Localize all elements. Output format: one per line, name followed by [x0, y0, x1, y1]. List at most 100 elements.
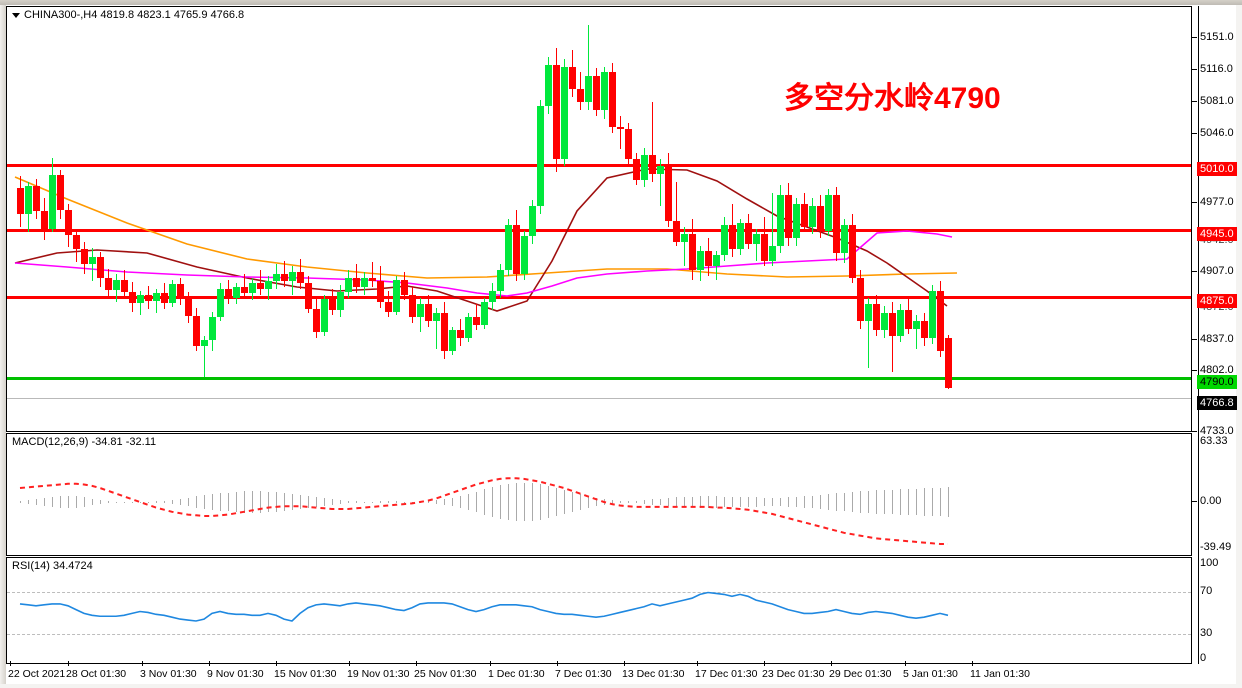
candle-body[interactable] [705, 251, 712, 267]
candle-body[interactable] [201, 339, 208, 346]
candle-body[interactable] [369, 277, 376, 282]
candle-body[interactable] [345, 277, 352, 292]
candle-body[interactable] [569, 66, 576, 90]
price-level-line-4945.0[interactable] [7, 229, 1191, 232]
candle-body[interactable] [529, 206, 536, 237]
candle-body[interactable] [937, 290, 944, 352]
candle-body[interactable] [417, 304, 424, 318]
price-level-line-5010.0[interactable] [7, 164, 1191, 167]
candle-body[interactable] [81, 249, 88, 265]
candle-body[interactable] [377, 281, 384, 303]
candle-body[interactable] [225, 288, 232, 299]
candle-body[interactable] [321, 299, 328, 333]
candle-body[interactable] [649, 155, 656, 174]
candle-body[interactable] [617, 126, 624, 129]
candle-body[interactable] [537, 106, 544, 207]
candle-body[interactable] [441, 313, 448, 352]
candle-body[interactable] [273, 273, 280, 282]
candle-body[interactable] [913, 321, 920, 329]
candle-body[interactable] [289, 272, 296, 282]
candle-body[interactable] [889, 313, 896, 337]
candle-body[interactable] [609, 72, 616, 127]
candle-body[interactable] [329, 299, 336, 310]
candle-body[interactable] [865, 304, 872, 321]
price-level-line-4766.8[interactable] [7, 398, 1191, 399]
candle-body[interactable] [409, 294, 416, 318]
candle-body[interactable] [385, 302, 392, 312]
candle-body[interactable] [145, 294, 152, 302]
candle-body[interactable] [841, 224, 848, 254]
candle-body[interactable] [25, 186, 32, 214]
candle-body[interactable] [553, 64, 560, 159]
candle-body[interactable] [465, 317, 472, 338]
candle-body[interactable] [353, 277, 360, 288]
candle-body[interactable] [585, 75, 592, 103]
candle-body[interactable] [393, 280, 400, 312]
price-axis-tag-4790.0[interactable]: 4790.0 [1197, 375, 1237, 389]
candle-body[interactable] [481, 302, 488, 325]
candle-body[interactable] [577, 89, 584, 103]
candle-body[interactable] [217, 288, 224, 318]
candle-body[interactable] [73, 235, 80, 250]
candle-body[interactable] [697, 251, 704, 271]
candle-body[interactable] [801, 204, 808, 227]
candle-body[interactable] [857, 277, 864, 321]
candle-body[interactable] [689, 234, 696, 271]
candle-body[interactable] [505, 224, 512, 271]
candle-body[interactable] [425, 304, 432, 321]
candle-body[interactable] [137, 294, 144, 304]
candle-body[interactable] [105, 277, 112, 290]
candle-body[interactable] [945, 337, 952, 388]
candle-body[interactable] [281, 273, 288, 282]
candle-body[interactable] [873, 304, 880, 331]
candle-body[interactable] [401, 280, 408, 295]
candle-body[interactable] [737, 223, 744, 250]
time-axis[interactable]: 22 Oct 2021 28 Oct 01:30 3 Nov 01:30 9 Nov … [6, 661, 1192, 686]
candle-body[interactable] [265, 281, 272, 289]
candle-body[interactable] [921, 321, 928, 338]
candle-body[interactable] [729, 224, 736, 250]
candle-body[interactable] [129, 291, 136, 304]
candle-body[interactable] [161, 292, 168, 304]
price-axis-tag-4875.0[interactable]: 4875.0 [1197, 294, 1237, 308]
candle-body[interactable] [177, 284, 184, 299]
candle-body[interactable] [313, 308, 320, 333]
candle-body[interactable] [241, 287, 248, 293]
candle-body[interactable] [17, 188, 24, 214]
candle-body[interactable] [361, 277, 368, 288]
candle-body[interactable] [601, 72, 608, 110]
candle-body[interactable] [745, 223, 752, 244]
candle-body[interactable] [833, 194, 840, 254]
candle-body[interactable] [905, 309, 912, 329]
candle-body[interactable] [97, 256, 104, 278]
candle-body[interactable] [753, 234, 760, 244]
candle-body[interactable] [49, 174, 56, 229]
candle-body[interactable] [881, 313, 888, 331]
candle-body[interactable] [593, 75, 600, 110]
candle-body[interactable] [817, 206, 824, 231]
price-plot-area[interactable] [7, 7, 1191, 431]
candle-body[interactable] [449, 330, 456, 352]
candle-body[interactable] [233, 287, 240, 299]
candle-body[interactable] [561, 66, 568, 159]
candle-body[interactable] [665, 166, 672, 222]
candle-body[interactable] [113, 280, 120, 290]
candle-body[interactable] [193, 316, 200, 346]
candle-body[interactable] [89, 256, 96, 265]
candle-body[interactable] [57, 174, 64, 210]
macd-pane[interactable]: MACD(12,26,9) -34.81 -32.11 [6, 433, 1192, 556]
candle-body[interactable] [825, 194, 832, 231]
candle-body[interactable] [65, 209, 72, 236]
price-level-line-4790.0[interactable] [7, 377, 1191, 380]
candle-body[interactable] [297, 272, 304, 284]
candle-body[interactable] [489, 290, 496, 303]
candle-body[interactable] [721, 224, 728, 256]
candle-body[interactable] [457, 330, 464, 338]
price-axis-tag-4945.0[interactable]: 4945.0 [1197, 227, 1237, 241]
candle-body[interactable] [785, 194, 792, 239]
candle-body[interactable] [169, 284, 176, 304]
price-axis-tag-5010.0[interactable]: 5010.0 [1197, 162, 1237, 176]
candle-body[interactable] [209, 317, 216, 340]
candle-body[interactable] [257, 283, 264, 289]
symbol-dropdown-icon[interactable] [12, 12, 20, 18]
